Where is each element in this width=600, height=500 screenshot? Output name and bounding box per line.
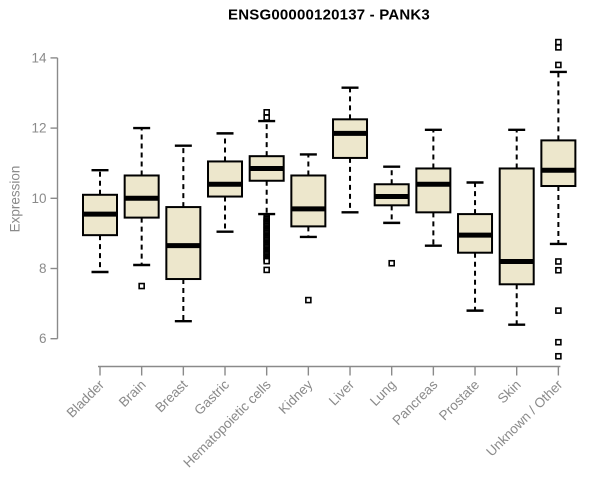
chart-title: ENSG00000120137 - PANK3: [228, 6, 430, 24]
outlier-point: [263, 266, 270, 274]
outlier-point: [555, 38, 562, 46]
iqr-box: [165, 206, 202, 281]
outlier-point: [138, 282, 145, 290]
iqr-box: [498, 167, 535, 286]
outlier-point: [555, 307, 562, 314]
box-group: [207, 132, 244, 233]
outlier-point: [555, 61, 562, 69]
x-category-label: Skin: [495, 377, 524, 406]
outlier-point: [263, 109, 270, 116]
box-group: [248, 109, 285, 274]
y-tick-label: 8: [39, 261, 47, 276]
box-group: [373, 165, 410, 267]
outlier-point: [388, 259, 395, 267]
iqr-box: [290, 174, 327, 228]
x-category-label: Prostate: [436, 377, 482, 423]
box-group: [82, 169, 118, 274]
iqr-box: [415, 167, 452, 214]
outlier-point: [555, 266, 562, 274]
iqr-box: [207, 160, 244, 198]
x-category-label: Liver: [326, 377, 358, 409]
y-tick-label: 10: [31, 191, 46, 206]
x-category-label: Pancreas: [390, 377, 441, 428]
iqr-box: [540, 139, 577, 188]
box-group: [165, 144, 202, 323]
box-group: [457, 181, 494, 312]
box-group: [332, 86, 369, 214]
y-tick-label: 12: [31, 121, 46, 136]
box-group: [290, 153, 327, 304]
x-category-label: Brain: [116, 377, 149, 410]
x-category-label: Kidney: [276, 377, 316, 417]
box-group: [123, 126, 160, 290]
outlier-point: [263, 114, 270, 121]
box-group: [415, 128, 452, 247]
x-category-label: Unknown / Other: [483, 377, 566, 460]
y-tick-label: 14: [31, 50, 47, 65]
box-group: [540, 38, 577, 360]
outlier-point: [555, 258, 562, 265]
outlier-point: [263, 257, 270, 265]
x-category-label: Gastric: [191, 377, 232, 418]
outlier-point: [555, 44, 562, 51]
iqr-box: [332, 118, 369, 159]
y-tick-label: 6: [39, 331, 47, 346]
x-category-label: Lung: [367, 377, 399, 409]
outlier-point: [555, 352, 562, 360]
x-category-label: Breast: [152, 377, 190, 415]
x-category-label: Bladder: [64, 377, 108, 421]
outlier-point: [305, 296, 312, 304]
box-group: [498, 128, 535, 326]
y-axis: 6 8 10 12 14: [31, 50, 59, 346]
outlier-point: [555, 338, 562, 346]
